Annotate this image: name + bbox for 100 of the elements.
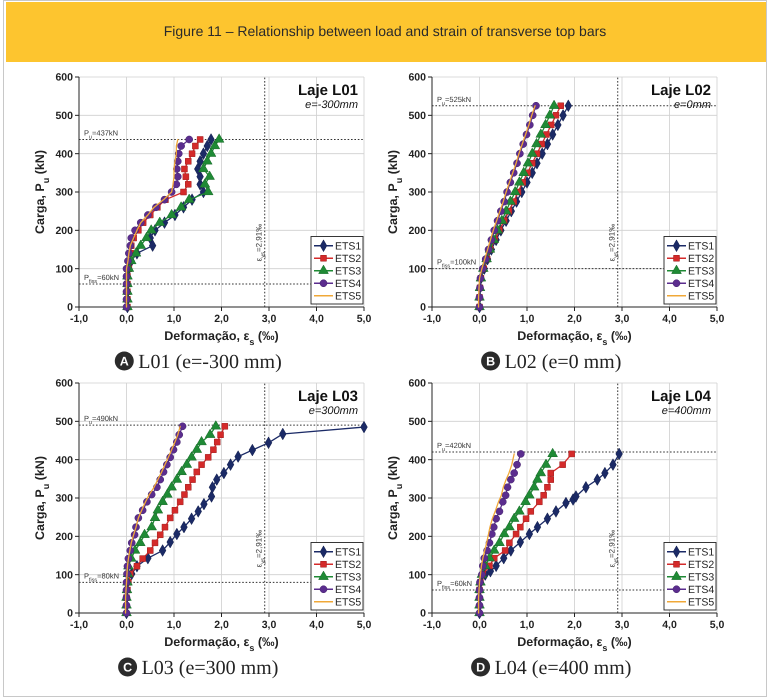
- point: [217, 432, 224, 438]
- point: [146, 521, 157, 530]
- point: [492, 514, 500, 523]
- legend-label: ETS5: [335, 290, 362, 303]
- point: [536, 128, 546, 138]
- y-tick-label: 400: [408, 148, 426, 160]
- point: [182, 173, 190, 180]
- point: [518, 166, 529, 176]
- text: B: [486, 354, 496, 368]
- point: [176, 498, 184, 506]
- x-tick-label: -1,0: [422, 619, 442, 631]
- x-tick-label: 3,0: [262, 313, 276, 325]
- y-tick-label: 200: [55, 531, 74, 544]
- point: [214, 438, 220, 446]
- caption: Figure 11 – Relationship between load and strain of transverse top bars: [164, 23, 606, 39]
- point: [185, 484, 192, 491]
- y-tick-label: 100: [55, 569, 74, 582]
- y-tick-label: 600: [408, 72, 426, 84]
- point: [172, 180, 180, 188]
- text: e=0mm: [674, 99, 711, 111]
- x-tick-label: 1,0: [520, 313, 534, 325]
- x-tick-label: 0,0: [119, 619, 134, 631]
- x-tick-label: 2,0: [567, 619, 582, 631]
- point: [214, 134, 224, 143]
- point: [528, 508, 534, 515]
- text: L01 (e=-300 mm): [138, 351, 282, 373]
- legend-label: ETS1: [688, 240, 714, 253]
- point: [176, 201, 186, 210]
- y-tick-label: 200: [408, 225, 426, 238]
- point: [204, 170, 215, 180]
- y-tick-label: 600: [55, 378, 74, 390]
- legend-label: ETS3: [335, 572, 362, 584]
- text: e=300mm: [308, 405, 358, 417]
- legend-label: ETS2: [688, 559, 714, 572]
- text: L04 (e=400 mm): [494, 657, 632, 679]
- y-tick-label: 0: [420, 608, 426, 620]
- legend-label: ETS5: [335, 596, 362, 609]
- y-tick-label: 500: [408, 110, 426, 122]
- legend-label: ETS1: [335, 546, 362, 559]
- y-tick-label: 500: [55, 416, 74, 428]
- point: [528, 481, 540, 490]
- x-tick-label: 4,0: [662, 313, 677, 325]
- x-tick-label: 3,0: [262, 619, 276, 631]
- text: D: [476, 660, 486, 674]
- point: [510, 469, 518, 477]
- x-tick-label: -1,0: [70, 619, 88, 631]
- point: [210, 446, 217, 453]
- point: [181, 166, 188, 172]
- x-tick-label: 1,0: [520, 619, 534, 631]
- point: [520, 496, 531, 505]
- y-tick-label: 600: [55, 72, 74, 84]
- text: e=-300mm: [305, 99, 358, 111]
- point: [172, 507, 178, 514]
- point: [531, 138, 542, 148]
- chart-title: Laje L04: [650, 388, 712, 405]
- point: [185, 136, 194, 144]
- legend-label: ETS5: [688, 596, 714, 609]
- y-tick-label: 600: [408, 378, 426, 390]
- y-tick-label: 200: [55, 225, 74, 238]
- x-axis-title: Deformação, ε$_{s}$ (‰): [517, 329, 632, 347]
- point: [517, 450, 525, 458]
- point: [194, 468, 200, 476]
- point: [504, 521, 515, 530]
- point: [490, 523, 498, 531]
- y-tick-label: 400: [55, 148, 74, 160]
- legend-label: ETS2: [335, 559, 362, 572]
- point: [185, 158, 192, 165]
- point: [206, 148, 216, 157]
- point: [178, 422, 186, 430]
- text: C: [123, 660, 132, 674]
- point: [517, 524, 524, 530]
- point: [204, 428, 216, 438]
- y-tick-label: 0: [420, 302, 426, 314]
- text: L02 (e=0 mm): [504, 351, 622, 373]
- point: [198, 163, 209, 172]
- point: [181, 491, 188, 498]
- point: [152, 540, 158, 546]
- point: [156, 532, 164, 538]
- text: e=400mm: [662, 405, 711, 417]
- point: [509, 512, 520, 522]
- point: [162, 488, 173, 498]
- point: [188, 150, 196, 157]
- x-tick-label: 4,0: [309, 313, 324, 325]
- point: [524, 489, 535, 498]
- point: [568, 450, 575, 458]
- point: [203, 186, 214, 196]
- y-tick-label: 500: [55, 110, 74, 122]
- x-tick-label: 1,0: [166, 313, 182, 325]
- y-tick-label: 400: [55, 454, 74, 466]
- x-tick-label: -1,0: [422, 313, 442, 325]
- point: [166, 481, 177, 490]
- legend-label: ETS3: [335, 266, 362, 278]
- x-axis-title: Deformação, ε$_{s}$ (‰): [164, 329, 279, 347]
- y-tick-label: 100: [408, 569, 426, 582]
- point: [498, 498, 507, 506]
- legend-label: ETS2: [335, 253, 362, 266]
- point: [162, 524, 168, 530]
- point: [200, 178, 210, 188]
- point: [502, 547, 508, 554]
- point: [152, 504, 164, 514]
